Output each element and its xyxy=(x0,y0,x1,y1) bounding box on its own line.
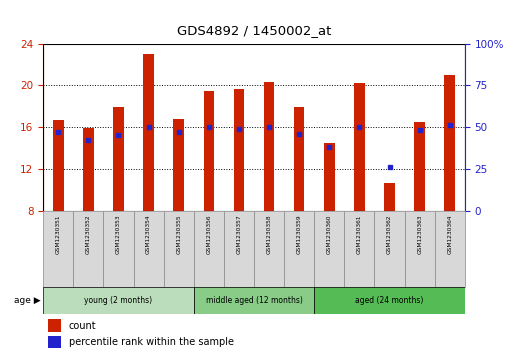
Bar xyxy=(234,89,244,211)
Bar xyxy=(324,143,335,211)
FancyBboxPatch shape xyxy=(284,211,314,287)
Bar xyxy=(53,120,64,211)
FancyBboxPatch shape xyxy=(314,211,344,287)
Text: GDS4892 / 1450002_at: GDS4892 / 1450002_at xyxy=(177,24,331,37)
Text: middle aged (12 months): middle aged (12 months) xyxy=(206,296,302,305)
Bar xyxy=(444,75,455,211)
Text: GSM1230356: GSM1230356 xyxy=(206,214,211,254)
Text: GSM1230352: GSM1230352 xyxy=(86,214,91,254)
Bar xyxy=(83,128,93,211)
Text: young (2 months): young (2 months) xyxy=(84,296,152,305)
FancyBboxPatch shape xyxy=(104,211,134,287)
Bar xyxy=(143,54,154,211)
FancyBboxPatch shape xyxy=(404,211,435,287)
FancyBboxPatch shape xyxy=(254,211,284,287)
FancyBboxPatch shape xyxy=(344,211,374,287)
Bar xyxy=(204,90,214,211)
Text: count: count xyxy=(69,321,96,331)
Bar xyxy=(264,82,274,211)
Text: GSM1230357: GSM1230357 xyxy=(236,214,241,254)
FancyBboxPatch shape xyxy=(224,211,254,287)
Text: aged (24 months): aged (24 months) xyxy=(355,296,424,305)
Text: percentile rank within the sample: percentile rank within the sample xyxy=(69,337,234,347)
Text: GSM1230354: GSM1230354 xyxy=(146,214,151,254)
Bar xyxy=(173,119,184,211)
Text: GSM1230358: GSM1230358 xyxy=(267,214,272,254)
Text: GSM1230361: GSM1230361 xyxy=(357,214,362,254)
FancyBboxPatch shape xyxy=(374,211,404,287)
FancyBboxPatch shape xyxy=(435,211,465,287)
FancyBboxPatch shape xyxy=(314,287,465,314)
FancyBboxPatch shape xyxy=(43,211,73,287)
Text: GSM1230363: GSM1230363 xyxy=(417,214,422,254)
Text: GSM1230353: GSM1230353 xyxy=(116,214,121,254)
FancyBboxPatch shape xyxy=(194,211,224,287)
FancyBboxPatch shape xyxy=(73,211,104,287)
Bar xyxy=(415,122,425,211)
Text: GSM1230355: GSM1230355 xyxy=(176,214,181,254)
FancyBboxPatch shape xyxy=(43,287,194,314)
Text: GSM1230362: GSM1230362 xyxy=(387,214,392,254)
FancyBboxPatch shape xyxy=(194,287,314,314)
Bar xyxy=(113,107,124,211)
Text: GSM1230364: GSM1230364 xyxy=(447,214,452,254)
Bar xyxy=(294,107,304,211)
FancyBboxPatch shape xyxy=(164,211,194,287)
FancyBboxPatch shape xyxy=(134,211,164,287)
Text: age ▶: age ▶ xyxy=(14,296,41,305)
Text: GSM1230359: GSM1230359 xyxy=(297,214,302,254)
Text: GSM1230360: GSM1230360 xyxy=(327,214,332,254)
Bar xyxy=(384,183,395,211)
Bar xyxy=(354,83,365,211)
Text: GSM1230351: GSM1230351 xyxy=(56,214,61,254)
